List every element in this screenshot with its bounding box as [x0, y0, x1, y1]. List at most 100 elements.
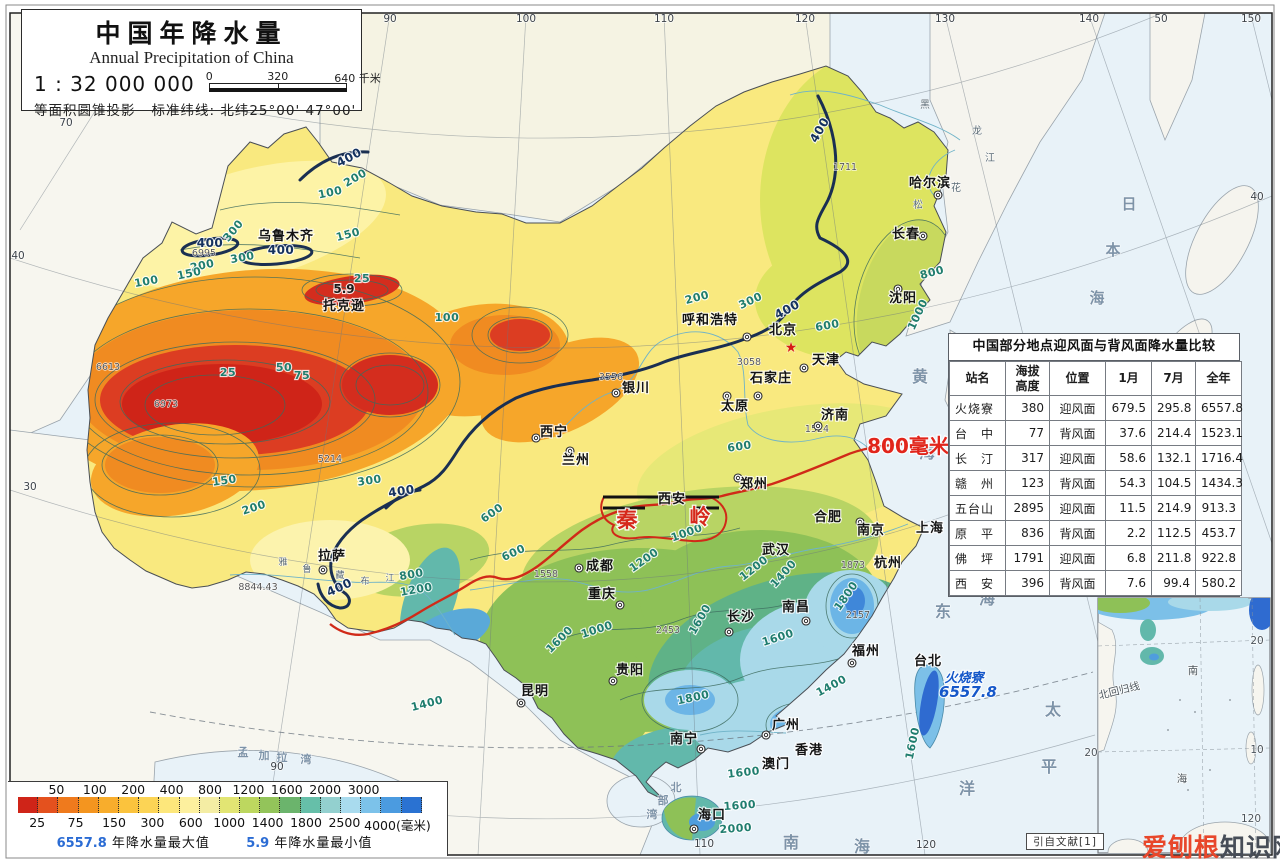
legend-label: 400 [159, 782, 184, 797]
graticule-label: 110 [654, 13, 674, 25]
max-precip-label: 年降水量最大值 [111, 836, 210, 851]
city-label: 太原 [720, 398, 749, 414]
taiwan-island [914, 664, 945, 749]
legend-swatch [98, 797, 119, 813]
contour-label: 1600 [727, 764, 761, 780]
legend-label: 1600 [270, 782, 303, 797]
table-cell: 380 [1005, 395, 1050, 421]
inset-label: 120 [1241, 813, 1261, 825]
legend-label: 1400 [251, 815, 284, 830]
precip-table: 站名 海拔 高度 位置 1月 7月 全年 火烧寮 380 迎风面 679.5 295.8 6557.… [949, 361, 1243, 596]
scalebar-bar [208, 88, 347, 92]
city-marker [696, 744, 706, 754]
table-cell: 913.3 [1195, 495, 1242, 521]
city-marker-inner [567, 448, 573, 454]
table-row: 五台山 2895 迎风面 11.5 214.9 913.3 [949, 495, 1242, 521]
contour-label: 25 [354, 272, 370, 285]
city-label: 托克逊 [323, 298, 365, 314]
table-header: 7月 [1151, 361, 1196, 396]
legend-label: 25 [29, 815, 46, 830]
table-cell: 1523.1 [1195, 420, 1243, 446]
watermark-part2: 知识网 [1220, 833, 1280, 862]
outer-frame [5, 4, 1275, 859]
contour-label: 1600 [723, 798, 756, 813]
city-label: 上海 [916, 520, 944, 536]
table-cell: 214.9 [1151, 495, 1196, 521]
city-marker [615, 600, 625, 610]
legend-swatch [401, 797, 422, 813]
city-label: 重庆 [588, 586, 616, 602]
inset-label: 20 [1084, 747, 1097, 759]
sea-label: 部 [658, 793, 669, 807]
elevation-label: 8844.43 [238, 582, 277, 593]
city-marker-inner [576, 565, 582, 571]
graticule-label: 140 [1079, 13, 1099, 25]
city-marker [318, 565, 328, 575]
scalebar-line [208, 83, 347, 88]
legend-label: 200 [121, 782, 146, 797]
projection-name: 等面积圆锥投影 [34, 103, 136, 119]
table-cell: 台 中 [949, 420, 1006, 446]
city-label: 南宁 [670, 731, 698, 747]
table-header: 1月 [1105, 361, 1152, 396]
contour-label: 600 [726, 438, 752, 454]
elevation-label: 6973 [154, 399, 178, 410]
legend-swatch [381, 797, 402, 813]
map-neatline [9, 12, 1273, 856]
table-row: 西 安 396 背风面 7.6 99.4 580.2 [949, 570, 1242, 596]
table-row: 佛 坪 1791 迎风面 6.8 211.8 922.8 [949, 545, 1242, 571]
sea-label: 海 [1089, 289, 1104, 307]
contour-label: 600 [814, 317, 840, 334]
contour-label: 100 [133, 273, 159, 290]
contour-label: 400 [197, 236, 224, 250]
legend-label: 800 [198, 782, 222, 797]
city-marker [574, 563, 584, 573]
elevation-label: 3058 [737, 357, 761, 368]
legend-swatch [38, 797, 59, 813]
legend-swatch [361, 797, 382, 813]
sea-label: 湾 [647, 807, 658, 821]
legend-label: 1000 [213, 815, 246, 830]
contour-label: 2000 [719, 821, 752, 836]
table-row: 台 中 77 背风面 37.6 214.4 1523.1 [949, 420, 1243, 446]
table-cell: 123 [1005, 470, 1050, 496]
min-precip-label: 年降水量最小值 [274, 836, 373, 851]
qinling-annotation [600, 495, 728, 543]
table-row: 火烧寮 380 迎风面 679.5 295.8 6557.8 [949, 395, 1243, 421]
legend-label: 3000 [347, 782, 380, 797]
legend-swatch [260, 797, 281, 813]
contour-label: 800 [398, 566, 424, 583]
city-marker-inner [726, 629, 732, 635]
table-cell: 火烧寮 [949, 395, 1006, 421]
table-header: 位置 [1049, 361, 1106, 396]
table-row: 长 汀 317 迎风面 58.6 132.1 1716.4 [949, 445, 1243, 471]
city-marker-inner [801, 365, 807, 371]
table-cell: 37.6 [1105, 420, 1152, 446]
city-marker-inner [691, 826, 697, 832]
city-label: 杭州 [874, 555, 902, 571]
contour-label: 100 [435, 311, 459, 324]
isoline-800 [329, 442, 903, 637]
legend-extremes: 6557.8 年降水量最大值 5.9 年降水量最小值 [8, 832, 421, 851]
city-marker-inner [735, 475, 741, 481]
city-marker-inner [895, 286, 901, 292]
precip-comparison-panel: 中国部分地点迎风面与背风面降水量比较 站名 海拔 高度 位置 1月 7月 全年 火烧寮 38… [948, 333, 1243, 597]
inset-label: 海 [1177, 772, 1188, 785]
city-label: 长沙 [727, 609, 755, 625]
city-marker-inner [533, 435, 539, 441]
table-header-row: 站名 海拔 高度 位置 1月 7月 全年 [949, 361, 1242, 396]
table-cell: 112.5 [1151, 520, 1196, 546]
contour-label: 150 [176, 265, 203, 283]
sea-label: 平 [1041, 757, 1057, 776]
legend-swatch [58, 797, 79, 813]
city-marker [813, 421, 823, 431]
sea-label: 江 [985, 152, 995, 164]
graticule-label: 110 [694, 838, 714, 850]
table-cell: 99.4 [1151, 570, 1196, 596]
qinling-label: 岭 [690, 505, 711, 529]
city-marker-inner [763, 732, 769, 738]
contour-label: 50 [276, 361, 292, 374]
contour-label: 100 [317, 184, 344, 202]
city-label: 郑州 [740, 476, 768, 492]
elevation-label: 1711 [833, 162, 857, 173]
